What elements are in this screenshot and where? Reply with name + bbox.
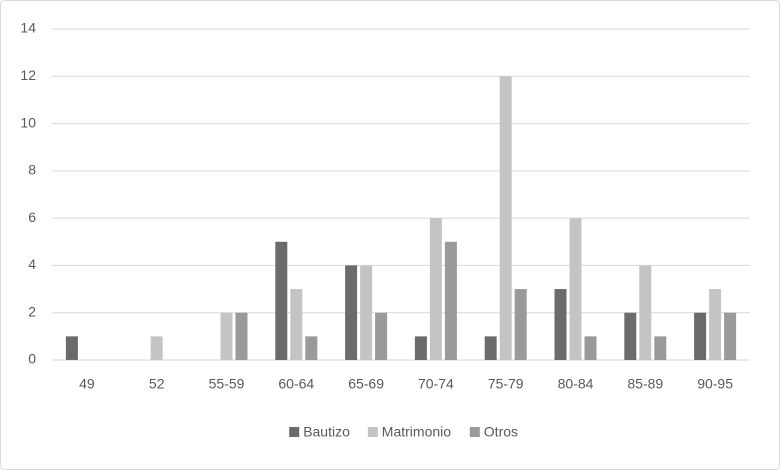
x-tick-label: 85-89 (627, 376, 663, 392)
bar (709, 289, 722, 360)
bar (345, 265, 358, 360)
bar (514, 289, 527, 360)
x-tick-label: 55-59 (209, 376, 245, 392)
bar (584, 336, 597, 360)
legend-label: Bautizo (303, 424, 350, 440)
bar (569, 218, 582, 360)
bar (290, 289, 303, 360)
y-tick-label: 6 (28, 209, 36, 225)
legend-swatch (367, 427, 378, 437)
bar (235, 312, 248, 360)
x-tick-label: 75-79 (488, 376, 524, 392)
bar (360, 265, 373, 360)
bar (654, 336, 667, 360)
bar (305, 336, 318, 360)
bar (414, 336, 427, 360)
bar (554, 289, 567, 360)
bar (499, 76, 512, 361)
x-tick-label: 60-64 (278, 376, 314, 392)
bar (694, 312, 707, 360)
bar (429, 218, 442, 360)
bar (375, 312, 388, 360)
y-tick-label: 0 (28, 351, 36, 367)
x-tick-label: 52 (149, 376, 165, 392)
bar (639, 265, 652, 360)
x-tick-label: 80-84 (558, 376, 594, 392)
y-tick-label: 10 (20, 114, 36, 130)
bar (220, 312, 233, 360)
bar (724, 312, 737, 360)
x-tick-label: 49 (79, 376, 95, 392)
bar (275, 241, 288, 360)
bar (65, 336, 78, 360)
bar (624, 312, 637, 360)
legend-label: Otros (484, 424, 518, 440)
x-tick-label: 65-69 (348, 376, 384, 392)
y-tick-label: 12 (20, 67, 36, 83)
y-tick-label: 14 (20, 20, 36, 36)
y-tick-label: 4 (28, 256, 36, 272)
x-tick-label: 70-74 (418, 376, 454, 392)
bar (444, 241, 457, 360)
y-tick-label: 8 (28, 162, 36, 178)
legend-swatch (289, 427, 300, 437)
y-tick-label: 2 (28, 303, 36, 319)
bar (484, 336, 497, 360)
x-tick-label: 90-95 (697, 376, 733, 392)
legend-swatch (469, 427, 480, 437)
legend-label: Matrimonio (382, 424, 451, 440)
bar (150, 336, 163, 360)
